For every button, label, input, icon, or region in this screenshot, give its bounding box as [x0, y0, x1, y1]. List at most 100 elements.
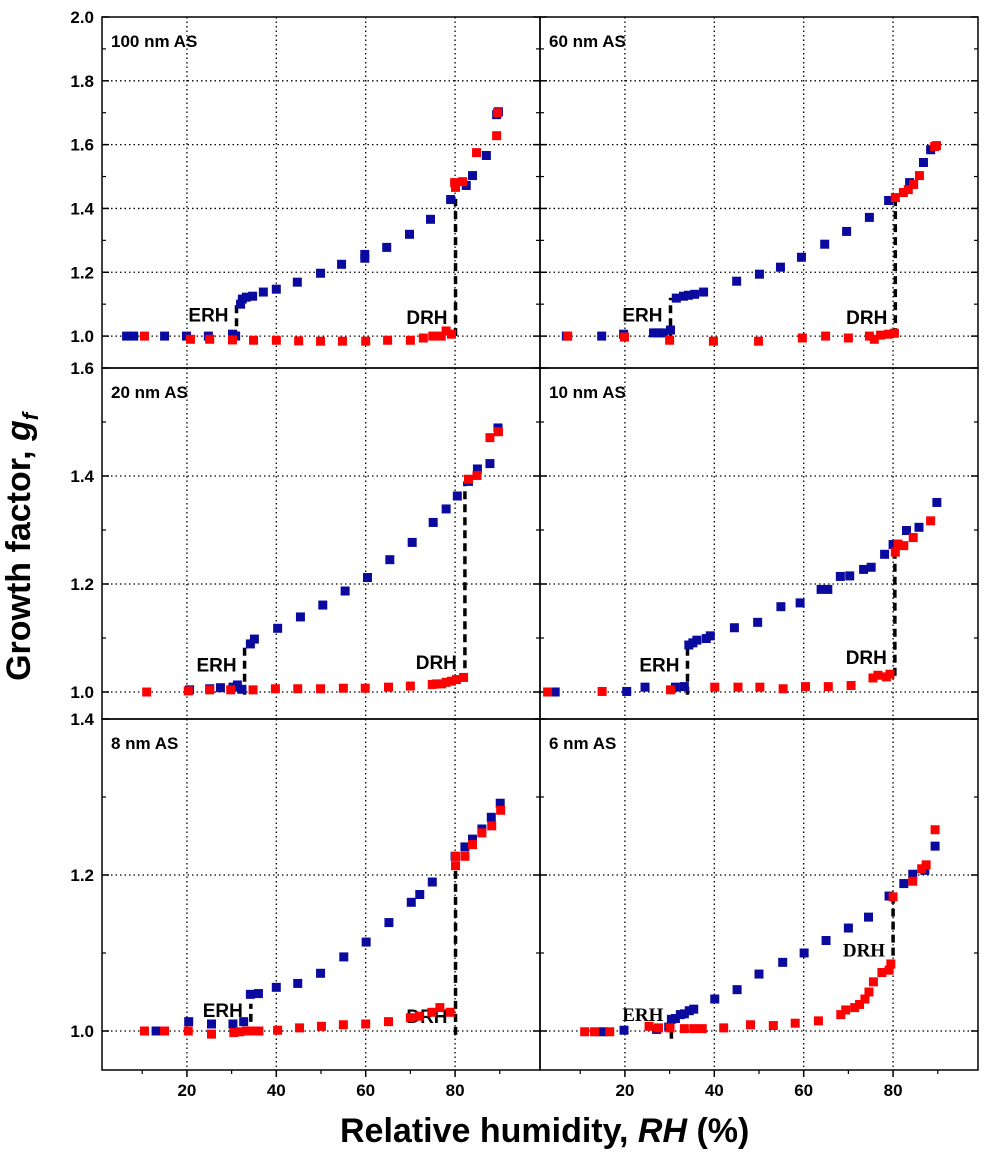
data-point-red: [451, 861, 461, 871]
y-tick-label: 1.0: [70, 327, 94, 346]
drh-label: DRH: [406, 308, 447, 329]
data-point-red: [271, 335, 281, 345]
data-point-blue: [754, 969, 764, 979]
data-point-blue: [597, 331, 607, 341]
drh-label: DRH: [416, 653, 457, 674]
data-point-red: [316, 1021, 326, 1031]
data-point-blue: [428, 517, 438, 527]
y-tick-label: 1.0: [70, 1022, 94, 1041]
data-point-blue: [864, 912, 873, 922]
data-point-red: [183, 1026, 193, 1036]
data-point-blue: [899, 879, 909, 889]
data-point-blue: [495, 798, 505, 808]
data-point-red: [869, 334, 879, 344]
data-point-blue: [245, 639, 255, 649]
data-point-blue: [843, 923, 853, 933]
data-point-blue: [776, 602, 786, 612]
data-point-red: [472, 148, 482, 158]
data-point-red: [451, 675, 461, 685]
data-point-blue: [292, 277, 302, 287]
data-point-blue: [241, 292, 251, 302]
data-point-red: [316, 336, 326, 346]
panel-title: 8 nm AS: [111, 734, 178, 753]
data-point-blue: [845, 571, 855, 581]
x-tick-label: 40: [705, 1081, 724, 1100]
erh-label: ERH: [188, 305, 228, 326]
data-point-blue: [821, 936, 831, 946]
data-point-blue: [930, 841, 940, 851]
data-point-red: [447, 676, 457, 686]
data-point-red: [361, 336, 371, 346]
erh-label: ERH: [622, 305, 662, 326]
data-point-blue: [215, 683, 225, 693]
data-point-red: [316, 684, 326, 694]
data-point-red: [855, 999, 865, 1009]
data-point-red: [679, 1024, 689, 1034]
data-point-blue: [683, 290, 693, 300]
data-point-blue: [880, 549, 890, 559]
data-point-red: [205, 685, 215, 695]
data-point-blue: [273, 623, 283, 633]
data-point-red: [733, 682, 743, 692]
data-point-blue: [690, 289, 700, 299]
data-point-blue: [151, 1026, 161, 1036]
data-point-blue: [228, 1019, 238, 1029]
data-point-red: [441, 677, 451, 687]
data-point-blue: [337, 259, 347, 269]
data-point-red: [931, 141, 941, 151]
data-point-blue: [404, 229, 414, 239]
data-point-red: [241, 1026, 251, 1036]
data-point-blue: [207, 1019, 216, 1029]
panel-6-nm-AS: 20 40 60 80 6 nm AS ERH DRH: [539, 718, 979, 1100]
data-point-blue: [678, 291, 688, 301]
data-point-red: [295, 1023, 305, 1033]
data-point-red: [431, 679, 441, 689]
data-point-blue: [293, 978, 303, 988]
data-point-red: [460, 851, 470, 861]
data-point-red: [860, 994, 870, 1004]
data-point-red: [383, 1017, 393, 1027]
data-point-blue: [239, 1017, 249, 1027]
data-point-red: [778, 684, 788, 694]
data-point-red: [428, 331, 438, 341]
data-point-red: [235, 1027, 245, 1037]
data-point-red: [427, 1007, 437, 1017]
data-point-red: [383, 682, 393, 692]
data-point-red: [436, 331, 446, 341]
data-point-blue: [407, 537, 417, 547]
data-point-blue: [816, 584, 826, 594]
data-point-red: [580, 1027, 590, 1037]
data-point-blue: [485, 459, 495, 469]
data-point-blue: [598, 1027, 608, 1037]
data-point-blue: [796, 252, 806, 262]
data-point-red: [487, 821, 497, 831]
data-point-blue: [160, 331, 170, 341]
data-point-blue: [795, 598, 805, 608]
data-point-red: [653, 1023, 663, 1033]
panel-frame: [539, 367, 979, 720]
data-point-blue: [710, 994, 720, 1004]
data-point-blue: [859, 564, 869, 574]
data-point-blue: [360, 253, 370, 263]
data-point-red: [884, 329, 894, 339]
data-point-red: [435, 1003, 445, 1013]
data-point-blue: [689, 1004, 699, 1014]
data-point-red: [665, 335, 675, 345]
data-point-red: [868, 673, 878, 683]
data-point-blue: [932, 497, 942, 507]
data-point-blue: [820, 239, 830, 249]
data-point-red: [868, 977, 878, 987]
data-point-blue: [361, 937, 371, 947]
y-tick-label: 1.0: [70, 683, 94, 702]
data-point-blue: [671, 293, 681, 303]
y-tick-label: 1.2: [70, 866, 94, 885]
data-point-red: [843, 333, 853, 343]
data-point-red: [619, 332, 629, 342]
data-point-blue: [122, 331, 132, 341]
data-point-red: [405, 335, 415, 345]
data-point-red: [884, 965, 894, 975]
data-point-red: [451, 182, 461, 192]
panel-frame: [101, 718, 541, 1071]
